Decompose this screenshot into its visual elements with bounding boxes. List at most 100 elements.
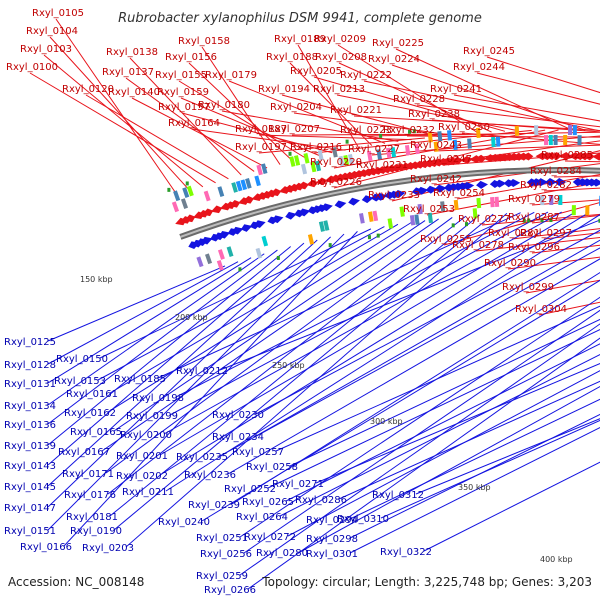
forward-gene-leader [395,48,573,131]
reverse-gene-leader [101,218,439,452]
reverse-gene-label: Rxyl_0211 [122,487,174,498]
forward-gene-label: Rxyl_0187 [235,124,287,135]
feature-block [293,155,301,166]
feature-block [548,135,553,146]
feature-block [534,125,539,136]
reverse-gene-leader [243,309,600,554]
forward-gene-label: Rxyl_0287 [508,212,560,223]
reverse-gene-label: Rxyl_0266 [204,585,256,596]
forward-gene-label: Rxyl_0180 [198,100,250,111]
forward-gene-leader [131,97,268,169]
forward-gene-label: Rxyl_0228 [393,94,445,105]
forward-gene-label: Rxyl_0233 [368,190,420,201]
feature-block [437,131,443,142]
reverse-gene-label: Rxyl_0312 [372,490,424,501]
feature-block [203,190,211,202]
feature-block [409,214,416,226]
feature-block [452,139,458,150]
reverse-gene-label: Rxyl_0301 [306,549,358,560]
reverse-gene-arrow [285,211,297,220]
forward-gene-leader [416,104,600,128]
forward-gene-leader [391,64,586,131]
feature-block [476,197,482,209]
forward-gene-leader [475,236,600,252]
forward-gene-leader [433,144,600,152]
forward-gene-leader [228,80,386,144]
forward-gene-label: Rxyl_0197 [235,142,287,153]
reverse-gene-label: Rxyl_0161 [66,389,118,400]
reverse-gene-label: Rxyl_0134 [4,401,56,412]
reverse-gene-label: Rxyl_0258 [246,462,298,473]
feature-block [317,149,324,161]
forward-gene-leader [531,214,600,224]
forward-gene-label: Rxyl_0157 [158,102,210,113]
forward-gene-label: Rxyl_0225 [372,38,424,49]
reverse-gene-leader [289,318,600,467]
reverse-gene-label: Rxyl_0125 [4,337,56,348]
forward-gene-arrow [582,152,595,161]
reverse-gene-label: Rxyl_0234 [212,432,264,443]
reverse-gene-leader [105,217,453,474]
forward-gene-label: Rxyl_0208 [315,52,367,63]
reverse-gene-leader [255,229,600,415]
reverse-gene-label: Rxyl_0280 [256,548,308,559]
reverse-gene-label: Rxyl_0252 [224,484,276,495]
feature-block [310,161,317,173]
feature-block [261,163,268,175]
reverse-gene-label: Rxyl_0203 [82,543,134,554]
reverse-gene-leader [247,337,600,590]
reverse-gene-arrow [535,178,548,187]
reverse-gene-label: Rxyl_0310 [337,514,389,525]
marker-dot [451,223,455,228]
reverse-gene-label: Rxyl_0286 [295,495,347,506]
reverse-gene-label: Rxyl_0264 [236,512,288,523]
forward-gene-label: Rxyl_0188 [266,52,318,63]
feature-block [217,186,225,197]
forward-gene-label: Rxyl_0137 [102,67,154,78]
reverse-gene-arrow [321,203,333,212]
feature-block [171,201,180,213]
reverse-gene-leader [349,398,600,520]
reverse-gene-label: Rxyl_0145 [4,482,56,493]
feature-block [494,196,500,207]
reverse-gene-label: Rxyl_0202 [116,471,168,482]
reverse-gene-label: Rxyl_0235 [176,452,228,463]
marker-dot [408,129,412,134]
reverse-gene-arrow [271,215,284,224]
reverse-gene-label: Rxyl_0230 [212,410,264,421]
forward-gene-label: Rxyl_0247 [420,154,472,165]
position-tick-label: 300 kbp [370,417,403,426]
forward-gene-leader [461,132,600,145]
forward-gene-label: Rxyl_0221 [330,105,382,116]
marker-dot [288,151,292,156]
forward-gene-label: Rxyl_0299 [502,282,554,293]
feature-block [231,182,238,193]
feature-block [196,256,204,268]
marker-dot [549,218,553,223]
forward-gene-arrow [228,199,241,208]
reverse-gene-leader [349,413,600,539]
marker-dot [412,129,416,134]
position-tick-label: 200 kbp [175,313,208,322]
feature-block [240,179,248,191]
reverse-gene-leader [47,261,239,365]
forward-gene-label: Rxyl_0194 [258,84,310,95]
reverse-gene-leader [231,271,600,505]
forward-gene-label: Rxyl_0120 [62,84,114,95]
reverse-gene-leader [113,220,426,432]
feature-block [307,234,315,245]
forward-gene-label: Rxyl_0103 [20,44,72,55]
forward-gene-label: Rxyl_0281 [488,228,540,239]
reverse-gene-leader [125,212,508,548]
reverse-gene-label: Rxyl_0251 [196,533,248,544]
reverse-gene-leader [169,211,549,416]
forward-gene-arrow [306,179,319,188]
forward-gene-leader [291,133,465,136]
reverse-gene-leader [157,212,521,379]
forward-gene-arrow [474,154,487,163]
forward-gene-label: Rxyl_0250 [438,122,490,133]
feature-block [261,235,269,247]
reverse-gene-leader [99,228,372,359]
reverse-gene-leader [107,215,467,495]
forward-gene-leader [29,72,216,184]
